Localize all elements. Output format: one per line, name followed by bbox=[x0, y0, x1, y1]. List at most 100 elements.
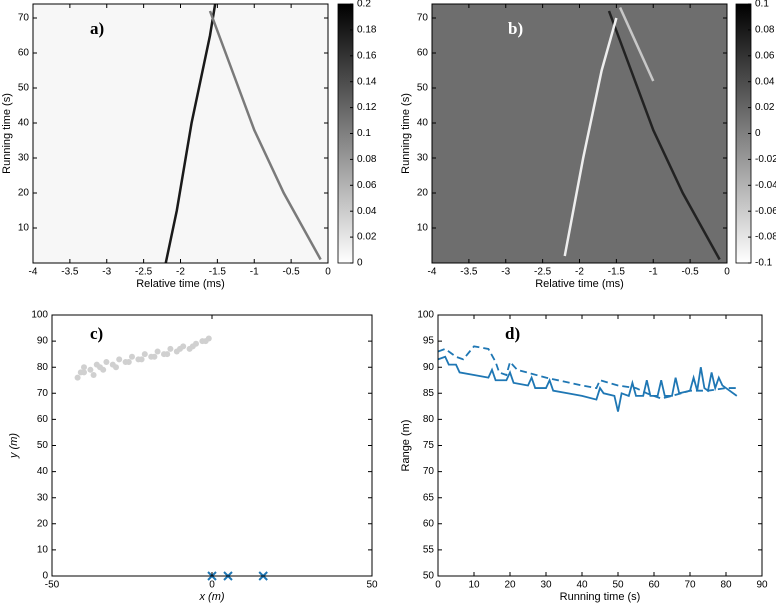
y-tick-label: 10 bbox=[18, 223, 30, 234]
y-axis-title: Range (m) bbox=[400, 420, 412, 472]
y-tick-label: 40 bbox=[37, 466, 49, 477]
colorbar-tick-label: -0.08 bbox=[755, 232, 776, 243]
y-tick-label: 60 bbox=[37, 414, 49, 425]
point bbox=[177, 345, 183, 352]
point bbox=[87, 366, 94, 373]
y-tick-label: 50 bbox=[37, 440, 49, 451]
x-tick-label: -3.5 bbox=[460, 267, 478, 278]
x-tick-label: -2 bbox=[575, 267, 584, 278]
colorbar-tick-label: -0.06 bbox=[755, 206, 776, 217]
x-tick-label: -1 bbox=[250, 267, 259, 278]
x-tick-label: -1.5 bbox=[209, 267, 227, 278]
panel-label: d) bbox=[505, 324, 520, 343]
trace bbox=[607, 10, 721, 261]
y-tick-label: 85 bbox=[423, 388, 435, 399]
colorbar-tick-label: 0.16 bbox=[357, 50, 377, 61]
trace bbox=[563, 17, 618, 257]
y-tick-label: 0 bbox=[42, 571, 48, 582]
colorbar-tick-label: 0.06 bbox=[755, 50, 775, 61]
point bbox=[81, 364, 87, 371]
y-axis-title: Running time (s) bbox=[1, 93, 13, 174]
colorbar-tick-label: 0.06 bbox=[357, 180, 377, 191]
y-tick-label: 50 bbox=[18, 83, 30, 94]
y-tick-label: 60 bbox=[18, 48, 30, 59]
x-tick-label: -0.5 bbox=[682, 267, 700, 278]
x-tick-label: -4 bbox=[29, 267, 38, 278]
x-tick-label: 0 bbox=[724, 267, 730, 278]
x-tick-label: 30 bbox=[540, 580, 552, 591]
x-tick-label: 90 bbox=[756, 580, 768, 591]
point bbox=[154, 348, 161, 355]
x-tick-label: -3.5 bbox=[61, 267, 79, 278]
colorbar-tick-label: -0.02 bbox=[755, 154, 776, 165]
y-tick-label: 30 bbox=[417, 153, 429, 164]
x-tick-label: -3 bbox=[102, 267, 111, 278]
y-tick-label: 80 bbox=[423, 414, 435, 425]
colorbar-tick-label: 0.02 bbox=[357, 232, 377, 243]
x-tick-label: 70 bbox=[684, 580, 696, 591]
point bbox=[129, 353, 135, 360]
x-axis-title: x (m) bbox=[198, 591, 224, 603]
y-tick-label: 40 bbox=[18, 118, 30, 129]
y-tick-label: 70 bbox=[423, 466, 435, 477]
y-tick-label: 95 bbox=[423, 336, 435, 347]
y-tick-label: 20 bbox=[417, 188, 429, 199]
colorbar-tick-label: 0.04 bbox=[357, 206, 377, 217]
trace bbox=[618, 6, 655, 82]
x-tick-label: -1.5 bbox=[608, 267, 626, 278]
point bbox=[81, 369, 87, 376]
y-tick-label: 90 bbox=[423, 362, 435, 373]
colorbar-tick-label: 0.04 bbox=[755, 76, 775, 87]
point bbox=[151, 353, 158, 360]
y-tick-label: 60 bbox=[417, 48, 429, 59]
x-tick-label: 40 bbox=[576, 580, 588, 591]
plot-frame bbox=[51, 314, 373, 577]
y-tick-label: 70 bbox=[37, 388, 49, 399]
x-tick-label: -1 bbox=[649, 267, 658, 278]
y-tick-label: 60 bbox=[423, 518, 435, 529]
y-tick-label: 40 bbox=[417, 118, 429, 129]
line bbox=[437, 355, 738, 412]
y-tick-label: 50 bbox=[423, 571, 435, 582]
x-tick-label: 10 bbox=[468, 580, 480, 591]
line bbox=[437, 345, 737, 400]
y-tick-label: 50 bbox=[417, 83, 429, 94]
point bbox=[103, 358, 110, 365]
y-axis-title: y (m) bbox=[8, 433, 20, 459]
x-tick-label: -2.5 bbox=[534, 267, 552, 278]
colorbar-tick-label: 0.18 bbox=[357, 25, 377, 36]
point bbox=[100, 366, 107, 373]
y-tick-label: 90 bbox=[37, 336, 49, 347]
x-tick-label: -50 bbox=[45, 580, 60, 591]
x-tick-label: 50 bbox=[366, 580, 378, 591]
y-tick-label: 20 bbox=[18, 188, 30, 199]
colorbar-tick-label: 0.08 bbox=[755, 25, 775, 36]
x-tick-label: -4 bbox=[428, 267, 437, 278]
point bbox=[141, 351, 148, 358]
colorbar-tick-label: 0.2 bbox=[357, 0, 371, 10]
x-tick-label: 80 bbox=[720, 580, 732, 591]
y-tick-label: 70 bbox=[18, 13, 30, 24]
point bbox=[167, 345, 174, 352]
trace bbox=[164, 4, 217, 263]
colorbar-tick-label: 0 bbox=[357, 258, 363, 269]
y-tick-label: 75 bbox=[423, 440, 435, 451]
panel-label: b) bbox=[508, 19, 523, 38]
y-tick-label: 10 bbox=[417, 223, 429, 234]
x-axis-title: Relative time (ms) bbox=[136, 278, 225, 290]
point bbox=[113, 364, 119, 371]
x-axis-title: Relative time (ms) bbox=[535, 278, 624, 290]
heatmap-background bbox=[432, 4, 727, 263]
y-tick-label: 30 bbox=[18, 153, 30, 164]
colorbar-tick-label: 0 bbox=[755, 128, 761, 139]
point bbox=[164, 351, 171, 358]
x-axis-title: Running time (s) bbox=[560, 591, 641, 603]
y-tick-label: 70 bbox=[417, 13, 429, 24]
y-tick-label: 10 bbox=[37, 545, 49, 556]
x-tick-label: -2.5 bbox=[135, 267, 153, 278]
heatmap-background bbox=[33, 4, 328, 263]
colorbar-tick-label: 0.02 bbox=[755, 102, 775, 113]
y-tick-label: 20 bbox=[37, 518, 49, 529]
x-tick-label: 0 bbox=[435, 580, 441, 591]
